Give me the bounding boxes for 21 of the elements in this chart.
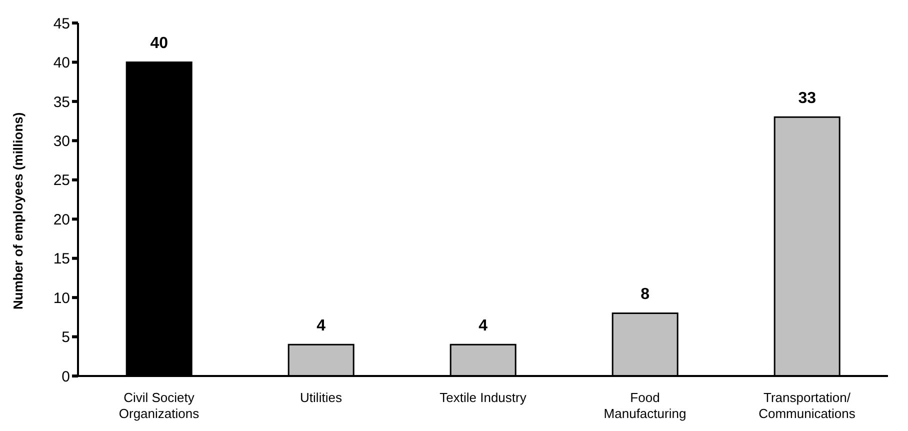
data-label: 4 bbox=[316, 318, 326, 335]
y-tick-label: 45 bbox=[53, 15, 70, 32]
y-tick-label: 30 bbox=[53, 132, 70, 150]
x-tick-label: Textile Industry bbox=[440, 390, 527, 405]
y-tick-label: 20 bbox=[53, 211, 70, 228]
y-tick-label: 35 bbox=[53, 94, 70, 111]
data-label: 40 bbox=[150, 35, 168, 52]
data-label: 33 bbox=[798, 90, 816, 108]
y-tick-label: 15 bbox=[53, 250, 70, 268]
y-tick-label: 5 bbox=[62, 329, 70, 346]
data-label: 4 bbox=[478, 318, 488, 335]
x-tick-label: Food Manufacturing bbox=[604, 390, 686, 421]
y-axis-title: Number of employees (millions) bbox=[10, 112, 26, 310]
y-tick-label: 10 bbox=[53, 290, 70, 307]
x-tick-label: Civil Society Organizations bbox=[118, 390, 200, 421]
y-tick-label: 0 bbox=[62, 368, 70, 386]
y-tick-label: 25 bbox=[53, 172, 70, 190]
x-tick-label: Utilities bbox=[300, 390, 342, 405]
y-tick-label: 40 bbox=[53, 54, 70, 72]
x-tick-label: Transportation/Communications bbox=[758, 390, 856, 421]
data-label: 8 bbox=[640, 286, 650, 304]
